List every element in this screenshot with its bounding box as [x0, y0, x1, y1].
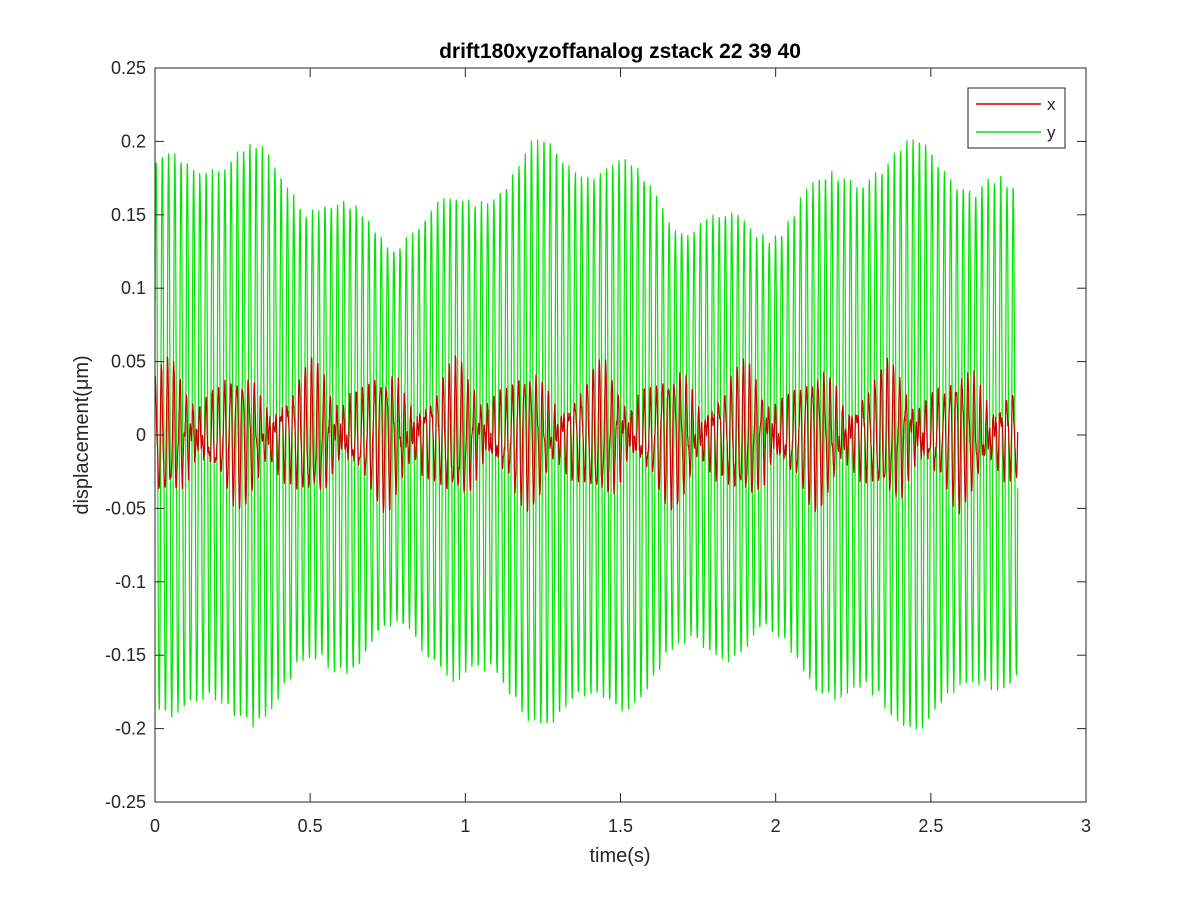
legend: x y [967, 87, 1066, 149]
x-tick-label: 3 [1081, 816, 1091, 836]
y-tick-label: -0.25 [105, 792, 146, 812]
y-tick-label: 0.25 [111, 58, 146, 78]
x-tick-label: 2.5 [918, 816, 943, 836]
x-tick-label: 0.5 [298, 816, 323, 836]
x-tick-label: 1 [460, 816, 470, 836]
x-tick-label: 2 [771, 816, 781, 836]
y-tick-label: 0 [136, 425, 146, 445]
chart-title: drift180xyzoffanalog zstack 22 39 40 [439, 40, 801, 63]
y-tick-label: 0.2 [121, 131, 146, 151]
x-tick-label: 1.5 [608, 816, 633, 836]
series-line-x [154, 355, 1019, 515]
y-tick-label: -0.2 [115, 719, 146, 739]
y-tick-label: 0.15 [111, 205, 146, 225]
series-layer [154, 139, 1019, 730]
legend-box [967, 87, 1066, 149]
x-axis-label: time(s) [589, 845, 650, 867]
legend-label-y: y [1047, 123, 1056, 142]
x-tick-label: 0 [150, 816, 160, 836]
legend-label-x: x [1047, 95, 1056, 114]
ticks-layer: 0 0.5 1 1.5 2 2.5 3 -0.25 -0.2 -0.15 -0.1 -0.05 0 0.0… [105, 58, 1091, 836]
y-tick-label: -0.1 [115, 572, 146, 592]
y-axis-label: displacement(μm) [71, 355, 93, 514]
y-tick-label: 0.05 [111, 352, 146, 372]
y-tick-label: 0.1 [121, 278, 146, 298]
y-tick-label: -0.15 [105, 645, 146, 665]
y-tick-label: -0.05 [105, 498, 146, 518]
